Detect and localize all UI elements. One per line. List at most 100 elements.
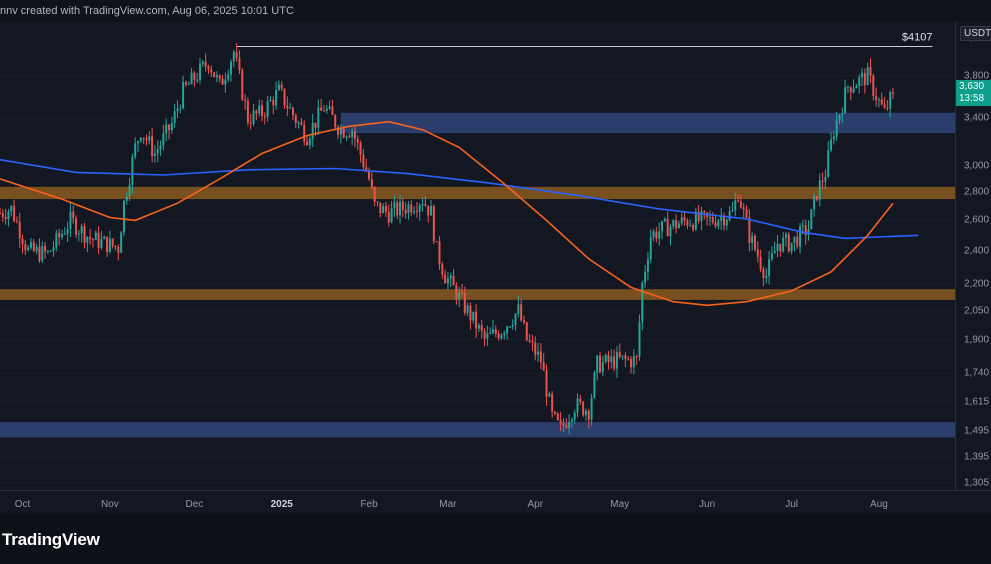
candle-body [503, 333, 506, 335]
candle-body [111, 238, 114, 246]
candle-body [841, 113, 844, 115]
candle-body [534, 342, 537, 355]
candle-body [787, 234, 790, 252]
resistance-zone [0, 186, 955, 200]
price-axis[interactable]: 4,2003,8003,4003,0002,8002,6002,4002,200… [955, 22, 991, 490]
candle-body [886, 107, 889, 109]
candle-body [801, 225, 804, 227]
candle-body [799, 226, 802, 247]
candle-body [308, 138, 311, 146]
candle-body [170, 122, 173, 131]
candle-body [672, 220, 675, 227]
candle-body [139, 137, 142, 142]
candle-body [827, 150, 830, 177]
candle-body [297, 122, 300, 124]
candle-body [35, 247, 38, 251]
candle-body [686, 220, 689, 226]
candle-body [492, 329, 494, 333]
candle-body [362, 154, 365, 168]
candle-body [196, 79, 199, 81]
candle-body [877, 99, 880, 101]
candle-body [275, 90, 278, 106]
candle-body [582, 402, 585, 416]
candle-body [472, 311, 475, 321]
candle-body [562, 423, 565, 426]
price-tick-label: 3,800 [964, 70, 990, 82]
candle-body [604, 354, 607, 362]
support-zone [0, 289, 955, 300]
candle-body [734, 200, 737, 211]
candle-body [756, 249, 759, 257]
candle-body [418, 205, 421, 212]
candle-body [215, 75, 218, 77]
candle-body [615, 352, 618, 369]
candle-body [455, 285, 458, 300]
candle-body [587, 410, 590, 420]
candle-body [551, 393, 554, 412]
candle-body [339, 129, 342, 135]
candle-body [858, 77, 861, 86]
price-chart[interactable]: $4107 [0, 22, 955, 490]
candle-body [748, 217, 751, 243]
candle-body [376, 201, 379, 203]
candle-body [193, 72, 196, 81]
current-price-label: 3,630 [959, 81, 985, 93]
candle-body [438, 241, 441, 265]
candle-body [52, 247, 55, 251]
candle-body [500, 334, 503, 339]
candle-body [779, 243, 782, 252]
candle-body [776, 243, 779, 251]
candle-body [179, 108, 182, 110]
chart-plot-area[interactable]: $4107 [0, 22, 955, 490]
candle-body [103, 236, 106, 240]
candle-body [675, 220, 678, 229]
candle-body [435, 241, 438, 243]
candle-body [855, 85, 858, 89]
candle-body [331, 106, 334, 116]
candle-body [38, 247, 41, 261]
candle-body [742, 207, 745, 210]
candle-body [322, 110, 325, 112]
candle-body [889, 92, 892, 109]
candle-body [723, 216, 725, 226]
candle-body [573, 412, 576, 420]
candle-body [18, 221, 21, 239]
candle-body [399, 201, 402, 216]
candle-body [258, 105, 261, 114]
candle-body [41, 245, 44, 261]
candle-body [269, 99, 272, 102]
candle-body [539, 351, 542, 363]
candle-body [813, 195, 816, 210]
price-tick-label: 2,600 [964, 214, 990, 226]
price-tick-label: 3,000 [964, 160, 990, 172]
candle-body [717, 220, 720, 227]
candle-body [303, 124, 306, 142]
candle-body [263, 115, 266, 117]
candle-body [0, 213, 1, 215]
candle-body [652, 231, 655, 238]
candle-body [114, 245, 117, 247]
candle-body [461, 292, 463, 294]
candle-body [700, 211, 703, 221]
candle-body [548, 393, 551, 397]
candle-body [7, 211, 10, 220]
candle-body [13, 205, 16, 221]
candle-body [694, 211, 697, 230]
candle-body [100, 239, 103, 248]
candle-body [469, 305, 472, 321]
candle-body [384, 206, 387, 212]
candle-body [27, 247, 30, 250]
candle-body [517, 304, 520, 314]
candle-body [737, 200, 740, 202]
time-axis[interactable]: Oct Nov Dec 2025 Feb Mar Apr May Jun Jul Aug [0, 490, 991, 515]
candle-body [559, 419, 562, 424]
candle-body [607, 354, 610, 362]
candle-body [714, 222, 717, 227]
candle-body [892, 92, 895, 94]
candle-body [553, 411, 556, 414]
candle-body [86, 236, 89, 243]
candle-body [666, 218, 669, 237]
candle-body [390, 208, 393, 223]
currency-button[interactable]: USDT [960, 26, 991, 41]
candle-body [261, 105, 263, 116]
